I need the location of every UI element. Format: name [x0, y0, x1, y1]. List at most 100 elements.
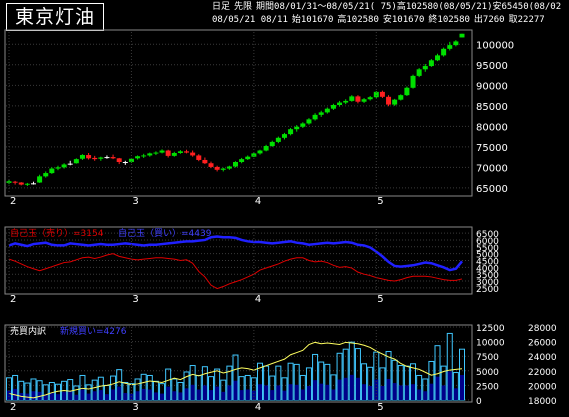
candle-body	[196, 155, 202, 160]
new-buy-bar	[380, 385, 385, 400]
volume-x-label: 5	[377, 402, 383, 413]
position-x-label: 5	[377, 294, 383, 305]
legend-volume-title: 売買内訳	[10, 325, 46, 337]
price-panel-frame	[4, 29, 473, 197]
position-y-label: 3000	[476, 278, 499, 288]
new-buy-bar	[86, 393, 91, 400]
new-buy-bar	[331, 389, 336, 400]
new-buy-bar	[270, 390, 275, 400]
position-x-label: 4	[255, 294, 261, 305]
candle-body	[214, 166, 220, 170]
candle-body	[318, 112, 324, 115]
candle-body	[398, 95, 404, 100]
price-x-label: 5	[377, 196, 383, 207]
new-buy-bar	[184, 388, 189, 400]
candle-body	[410, 75, 416, 88]
new-buy-bar	[417, 389, 422, 400]
close-text: 終102580	[428, 15, 470, 25]
new-buy-bar	[215, 386, 220, 400]
candle-body	[184, 151, 190, 153]
position-y-label: 6500	[476, 230, 499, 240]
candle-body	[453, 41, 459, 46]
volume-y-label-left: 0	[476, 397, 482, 407]
candle-body	[367, 97, 373, 100]
price-x-axis: 2 3 4 5	[8, 32, 384, 207]
candle-body	[324, 108, 330, 113]
candle-body	[306, 119, 312, 124]
position-panel-frame	[4, 226, 473, 295]
candle-body	[312, 114, 318, 120]
candle-body	[24, 183, 30, 185]
volume-y-label-left: 7500	[476, 353, 499, 363]
new-buy-bar	[43, 394, 48, 400]
candle-body	[110, 157, 116, 159]
new-buy-bar	[111, 389, 116, 400]
candle-body	[257, 150, 263, 154]
candle-body	[147, 153, 153, 156]
volume-y-label-left: 12500	[476, 324, 505, 334]
position-x-axis: 2 3 4 5	[8, 229, 384, 305]
new-buy-bar	[239, 390, 244, 400]
price-y-axis: 100000 95000 90000 85000 80000 75000 70000 6500…	[476, 40, 514, 195]
new-buy-bar	[160, 393, 165, 400]
volume-y-label-right: 20000	[528, 382, 557, 392]
period-range-text: 期間08/01/31～08/05/21( 75)高102580(08/05/21…	[256, 2, 562, 12]
new-buy-bar	[337, 379, 342, 400]
volume-y-label-right: 22000	[528, 368, 557, 378]
new-buy-bar	[209, 390, 214, 400]
new-buy-bar	[294, 384, 299, 400]
candle-body	[330, 105, 336, 109]
candle-body	[275, 137, 281, 142]
position-y-label: 5500	[476, 244, 499, 254]
new-buy-bar	[386, 378, 391, 400]
candle-body	[208, 163, 214, 167]
volume-bars	[6, 332, 465, 401]
candle-body	[220, 168, 226, 170]
volume-y-label-left: 5000	[476, 368, 499, 378]
candle-body	[79, 155, 85, 159]
contract-label: 先限	[234, 2, 253, 12]
new-buy-bar	[288, 384, 293, 400]
new-buy-bar	[141, 388, 146, 400]
legend-new-buy: 新規買い=4276	[60, 325, 127, 337]
new-buy-bar	[374, 379, 379, 400]
price-y-label: 75000	[476, 143, 508, 154]
new-buy-bar	[62, 391, 67, 400]
new-buy-bar	[349, 374, 354, 400]
new-buy-bar	[123, 392, 128, 400]
position-y-label: 4000	[476, 264, 499, 274]
candle-body	[18, 182, 24, 185]
new-buy-bar	[362, 384, 367, 400]
candle-body	[416, 69, 422, 76]
new-buy-bar	[196, 389, 201, 400]
buy-position-line	[8, 235, 463, 272]
low-text: 安101670	[382, 15, 425, 25]
new-buy-bar	[300, 389, 305, 400]
new-buy-bar	[172, 391, 177, 400]
candle-body	[392, 99, 398, 105]
volume-y-label-left: 2500	[476, 382, 499, 392]
period-type-label: 日足	[212, 2, 231, 12]
new-buy-bar	[251, 390, 256, 400]
candle-body	[128, 158, 134, 163]
candle-body	[61, 164, 67, 168]
new-buy-bar	[276, 385, 281, 400]
candle-body	[122, 162, 128, 164]
volume-y-axis: 12500 10000 7500 5000 2500 0 28000 26000 24000 22…	[476, 324, 557, 407]
new-buy-bar	[7, 390, 11, 400]
volume-y-label-right: 26000	[528, 339, 557, 349]
candle-body	[67, 163, 73, 165]
new-buy-bar	[264, 385, 269, 400]
new-buy-bar	[227, 385, 232, 400]
position-y-label: 3500	[476, 271, 499, 281]
legend-buy: 自己玉（買い）=4439	[118, 227, 212, 239]
open-text: 始101670	[291, 15, 334, 25]
position-x-label: 2	[10, 294, 16, 305]
price-y-label: 65000	[476, 184, 508, 195]
new-buy-bar	[98, 390, 103, 400]
open-interest-text: 取22277	[508, 15, 545, 25]
candle-body	[263, 146, 269, 151]
new-buy-bar	[460, 375, 464, 400]
new-buy-bar	[398, 385, 403, 400]
